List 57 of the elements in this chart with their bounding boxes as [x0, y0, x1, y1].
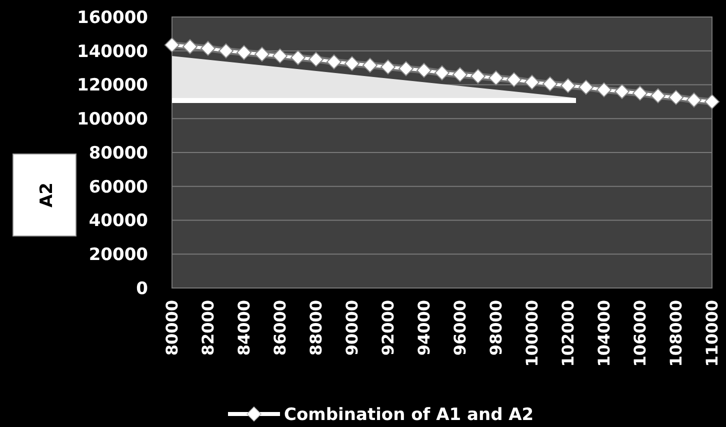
point [524, 74, 540, 90]
legend-label: Combination of A1 and A2 [284, 404, 534, 425]
point [434, 65, 450, 80]
x-tick-label: 110000 [702, 300, 722, 367]
point [704, 94, 720, 110]
point [686, 92, 702, 108]
point [290, 50, 306, 66]
point [416, 62, 432, 78]
point [632, 86, 648, 101]
point [452, 67, 468, 82]
point [578, 80, 594, 95]
point [560, 78, 576, 94]
x-tick-label: 108000 [666, 300, 686, 367]
point [650, 88, 666, 104]
y-tick-label: 0 [136, 278, 148, 299]
point [218, 43, 234, 58]
point [488, 70, 504, 86]
point [164, 37, 180, 52]
point [344, 56, 360, 72]
y-axis-title: A2 [36, 182, 57, 208]
x-tick-label: 82000 [198, 300, 218, 356]
point [596, 82, 612, 98]
y-tick-label: 140000 [77, 42, 148, 62]
x-tick-label: 100000 [522, 300, 542, 367]
x-tick-label: 104000 [594, 300, 614, 367]
y-tick-label: 120000 [77, 76, 148, 96]
point [470, 68, 486, 84]
point [398, 61, 414, 76]
x-tick-label: 94000 [414, 300, 434, 356]
x-tick-label: 90000 [342, 300, 362, 356]
x-tick-label: 84000 [234, 300, 254, 356]
x-tick-label: 92000 [378, 300, 398, 356]
y-tick-label: 100000 [77, 110, 148, 130]
point [308, 52, 324, 67]
x-tick-label: 98000 [486, 300, 506, 356]
y-tick-label: 20000 [88, 245, 148, 266]
y-tick-label: 60000 [88, 177, 148, 198]
point [326, 54, 342, 70]
y-tick-label: 40000 [88, 211, 148, 232]
x-tick-label: 86000 [270, 300, 290, 356]
point [200, 40, 216, 56]
point [236, 45, 252, 60]
y-tick-label: 80000 [88, 143, 148, 164]
point [542, 76, 558, 92]
point [254, 46, 270, 62]
point [272, 48, 288, 64]
point [362, 58, 378, 73]
x-tick-label: 102000 [558, 300, 578, 367]
point [506, 72, 522, 88]
x-tick-label: 96000 [450, 300, 470, 356]
point [668, 90, 684, 105]
x-tick-label: 106000 [630, 300, 650, 367]
point [182, 39, 198, 54]
y-tick-label: 160000 [77, 8, 148, 28]
x-tick-label: 88000 [306, 300, 326, 356]
point [380, 59, 396, 74]
point [614, 84, 630, 100]
